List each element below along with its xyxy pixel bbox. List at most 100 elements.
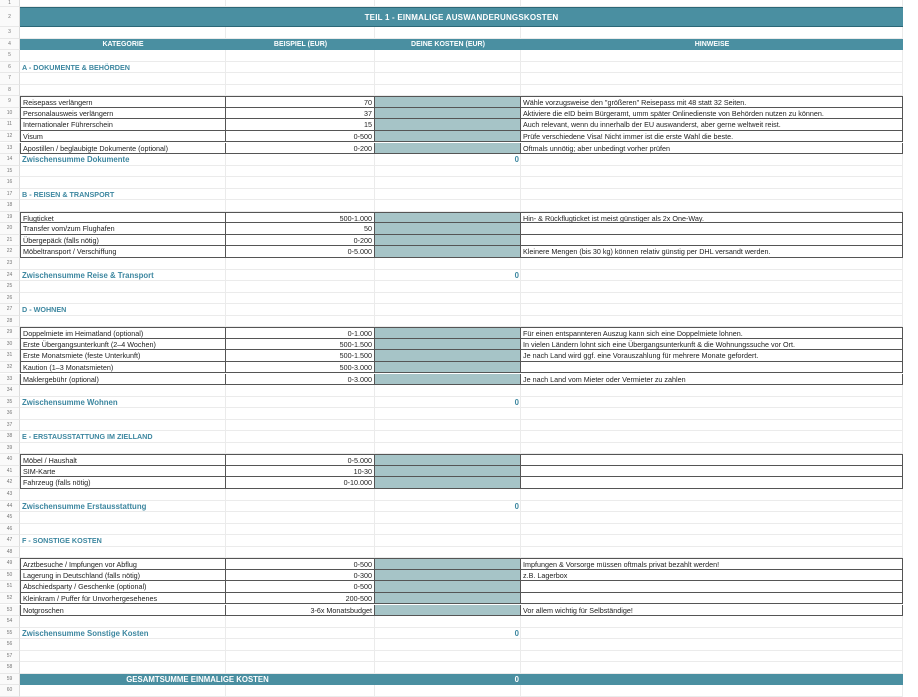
empty-cell[interactable] — [226, 650, 375, 663]
empty-cell[interactable] — [20, 639, 226, 651]
item-example[interactable]: 50 — [226, 223, 375, 235]
cost-input[interactable] — [375, 569, 521, 582]
empty-cell[interactable] — [521, 84, 903, 97]
empty-cell[interactable] — [20, 292, 226, 305]
row-number[interactable]: 47 — [0, 535, 20, 547]
item-example[interactable]: 0-5.000 — [226, 454, 375, 466]
row-number[interactable]: 49 — [0, 558, 20, 570]
row-number[interactable]: 28 — [0, 315, 20, 328]
item-example[interactable]: 500-1.000 — [226, 211, 375, 224]
cost-input[interactable] — [375, 558, 521, 570]
row-number[interactable]: 38 — [0, 431, 20, 443]
empty-cell[interactable] — [226, 281, 375, 293]
empty-cell[interactable] — [521, 431, 903, 443]
empty-cell[interactable] — [521, 616, 903, 628]
empty-cell[interactable] — [375, 165, 521, 178]
empty-cell[interactable] — [375, 662, 521, 674]
row-number[interactable]: 21 — [0, 234, 20, 247]
empty-cell[interactable] — [521, 419, 903, 432]
empty-cell[interactable] — [375, 419, 521, 432]
row-number[interactable]: 26 — [0, 292, 20, 305]
cost-input[interactable] — [375, 581, 521, 593]
empty-cell[interactable] — [375, 442, 521, 455]
empty-cell[interactable] — [521, 442, 903, 455]
item-hint[interactable]: Hin- & Rückflugticket ist meist günstige… — [521, 211, 903, 224]
row-number[interactable]: 42 — [0, 477, 20, 489]
item-label[interactable]: Apostillen / beglaubigte Dokumente (opti… — [20, 142, 226, 155]
item-example[interactable]: 10-30 — [226, 465, 375, 478]
item-example[interactable]: 37 — [226, 107, 375, 120]
cost-input[interactable] — [375, 361, 521, 374]
item-example[interactable]: 500-3.000 — [226, 361, 375, 374]
row-number[interactable]: 23 — [0, 258, 20, 270]
cost-input[interactable] — [375, 338, 521, 351]
empty-cell[interactable] — [226, 489, 375, 501]
empty-cell[interactable] — [521, 269, 903, 282]
empty-cell[interactable] — [20, 396, 226, 409]
empty-cell[interactable] — [521, 535, 903, 547]
item-hint[interactable] — [521, 581, 903, 593]
item-label[interactable]: SIM-Karte — [20, 465, 226, 478]
row-number[interactable]: 41 — [0, 465, 20, 478]
empty-cell[interactable] — [226, 442, 375, 455]
cost-input[interactable] — [375, 211, 521, 224]
empty-cell[interactable] — [226, 292, 375, 305]
row-number[interactable]: 54 — [0, 616, 20, 628]
empty-cell[interactable] — [20, 627, 226, 640]
empty-cell[interactable] — [226, 535, 375, 547]
item-example[interactable]: 0-200 — [226, 142, 375, 155]
section-heading[interactable]: E - ERSTAUSSTATTUNG IM ZIELLAND — [22, 432, 153, 442]
empty-cell[interactable] — [226, 315, 375, 328]
empty-cell[interactable] — [375, 431, 521, 443]
empty-cell[interactable] — [20, 512, 226, 524]
empty-cell[interactable] — [521, 627, 903, 640]
empty-cell[interactable] — [226, 84, 375, 97]
empty-cell[interactable] — [521, 662, 903, 674]
item-label[interactable]: Internationaler Führerschein — [20, 119, 226, 131]
item-example[interactable]: 0-200 — [226, 234, 375, 247]
item-example[interactable]: 0-3.000 — [226, 373, 375, 386]
item-label[interactable]: Übergepäck (falls nötig) — [20, 234, 226, 247]
empty-cell[interactable] — [375, 84, 521, 97]
row-number[interactable]: 19 — [0, 211, 20, 224]
row-number[interactable]: 3 — [0, 27, 20, 39]
item-example[interactable]: 0-10.000 — [226, 477, 375, 489]
row-number[interactable]: 13 — [0, 142, 20, 155]
section-heading[interactable]: B - REISEN & TRANSPORT — [22, 189, 115, 199]
row-number[interactable]: 48 — [0, 546, 20, 559]
empty-cell[interactable] — [226, 50, 375, 62]
item-label[interactable]: Lagerung in Deutschland (falls nötig) — [20, 569, 226, 582]
cost-input[interactable] — [375, 119, 521, 131]
item-hint[interactable] — [521, 454, 903, 466]
item-label[interactable]: Kleinkram / Puffer für Unvorhergesehenes — [20, 592, 226, 605]
row-number[interactable]: 6 — [0, 61, 20, 74]
empty-cell[interactable] — [521, 0, 903, 7]
cost-input[interactable] — [375, 234, 521, 247]
empty-cell[interactable] — [226, 500, 375, 513]
row-number[interactable]: 10 — [0, 107, 20, 120]
empty-cell[interactable] — [226, 61, 375, 74]
row-number[interactable]: 40 — [0, 454, 20, 466]
empty-cell[interactable] — [226, 627, 375, 640]
row-number[interactable]: 11 — [0, 119, 20, 131]
item-label[interactable]: Transfer vom/zum Flughafen — [20, 223, 226, 235]
empty-cell[interactable] — [226, 27, 375, 39]
empty-cell[interactable] — [521, 200, 903, 212]
header-beispiel[interactable]: BEISPIEL (EUR) — [226, 38, 375, 51]
item-hint[interactable]: In vielen Ländern lohnt sich eine Überga… — [521, 338, 903, 351]
empty-cell[interactable] — [226, 0, 375, 7]
empty-cell[interactable] — [521, 408, 903, 420]
empty-cell[interactable] — [375, 269, 521, 282]
item-hint[interactable]: Auch relevant, wenn du innerhalb der EU … — [521, 119, 903, 131]
empty-cell[interactable] — [521, 188, 903, 201]
empty-cell[interactable] — [375, 0, 521, 7]
empty-cell[interactable] — [20, 281, 226, 293]
empty-cell[interactable] — [20, 73, 226, 85]
empty-cell[interactable] — [521, 258, 903, 270]
empty-cell[interactable] — [375, 304, 521, 316]
empty-cell[interactable] — [521, 639, 903, 651]
empty-cell[interactable] — [20, 188, 226, 201]
empty-cell[interactable] — [521, 304, 903, 316]
row-number[interactable]: 24 — [0, 269, 20, 282]
empty-cell[interactable] — [375, 500, 521, 513]
